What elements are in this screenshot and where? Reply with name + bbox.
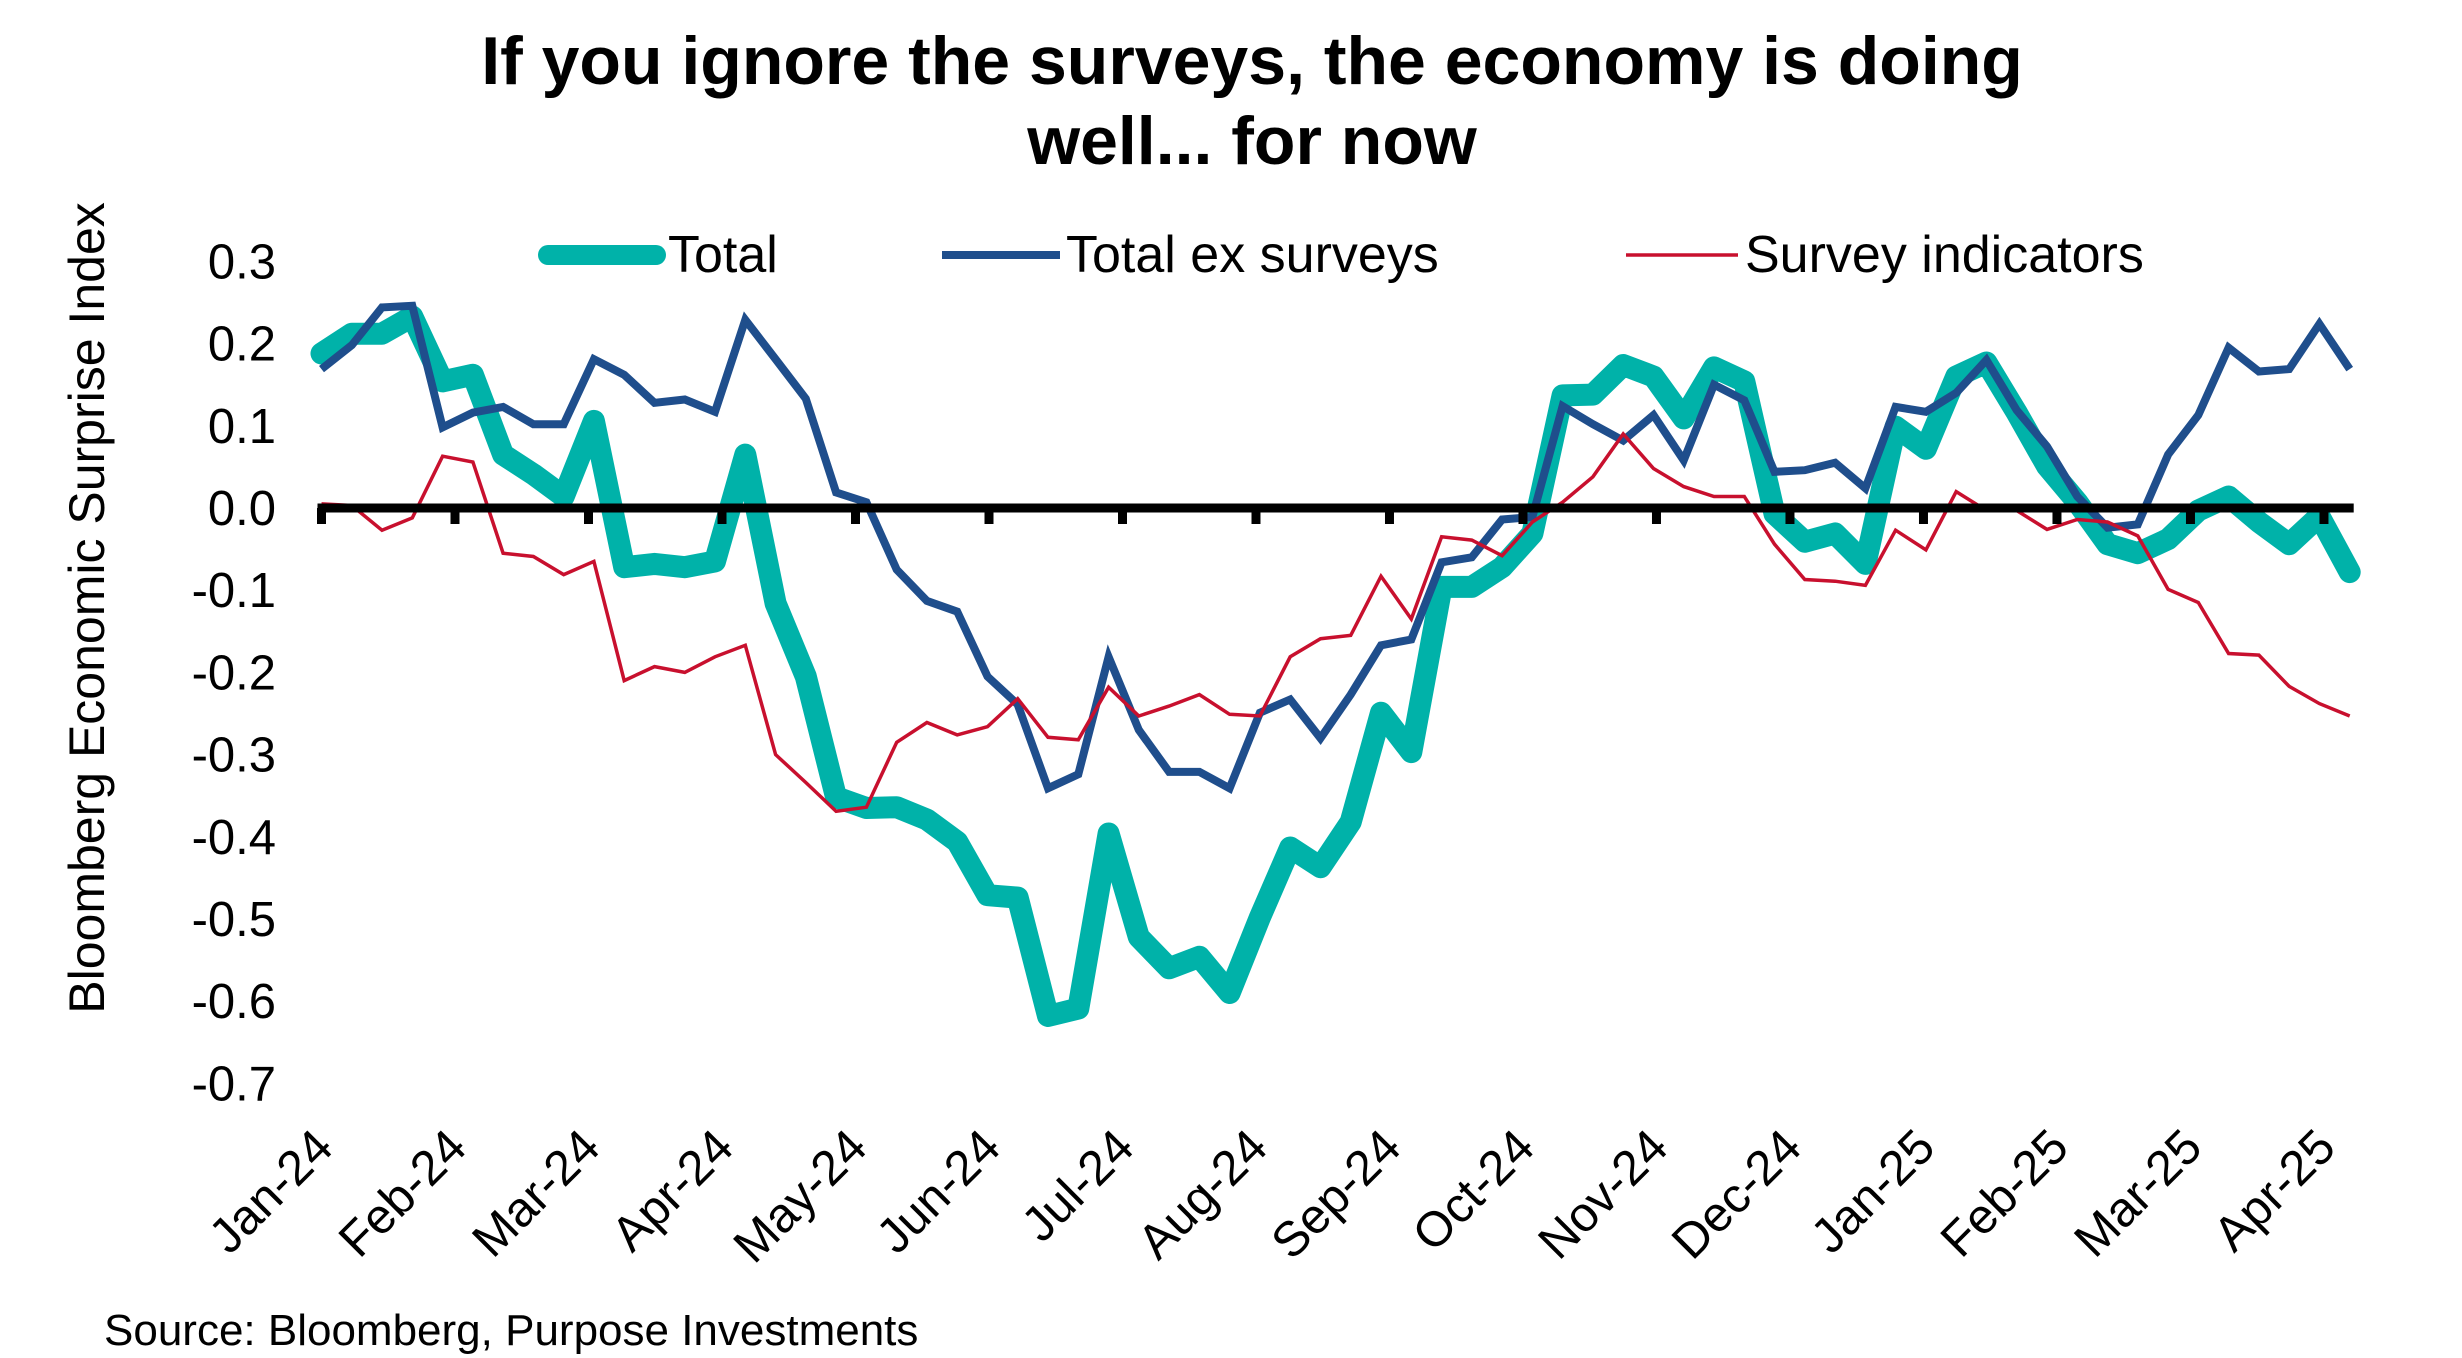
legend-label-total-ex-surveys: Total ex surveys: [1066, 226, 1439, 284]
series-lines: [310, 301, 2361, 1027]
x-tick-label: Sep-24: [1261, 1120, 1411, 1270]
y-tick-label: -0.2: [192, 646, 276, 700]
x-tick-label: Apr-25: [2204, 1120, 2346, 1262]
y-tick-label: 0.1: [208, 400, 276, 454]
y-tick-label: -0.5: [192, 893, 276, 947]
legend-label-total: Total: [668, 226, 778, 284]
x-tick-label: May-24: [724, 1120, 878, 1274]
x-tick-label: Aug-24: [1128, 1120, 1278, 1270]
x-tick-label: Jan-25: [1801, 1120, 1945, 1264]
x-tick-label: Feb-24: [329, 1120, 477, 1268]
x-tick-label: Apr-24: [602, 1120, 744, 1262]
y-tick-label: -0.1: [192, 564, 276, 618]
x-tick-label: Jan-24: [199, 1120, 343, 1264]
x-tick-label: Oct-24: [1403, 1120, 1545, 1262]
legend-label-survey-indicators: Survey indicators: [1745, 226, 2144, 284]
y-tick-label: -0.6: [192, 975, 276, 1029]
x-tick-label: Jul-24: [1012, 1120, 1145, 1253]
y-tick-label: 0.2: [208, 318, 276, 372]
series-line-total: [310, 305, 2361, 1027]
y-tick-label: -0.7: [192, 1057, 276, 1111]
y-axis-ticks: 0.3 0.2 0.1 0.0 -0.1 -0.2 -0.3 -0.4 -0.5 -0.6 -0.7: [192, 235, 276, 1111]
x-tick-label: Nov-24: [1528, 1120, 1678, 1270]
y-tick-label: 0.3: [208, 235, 276, 289]
legend: Total Total ex surveys Survey indicators: [538, 226, 2144, 284]
x-tick-label: Feb-25: [1931, 1120, 2079, 1268]
y-tick-label: -0.3: [192, 729, 276, 783]
y-tick-label: -0.4: [192, 811, 276, 865]
series-line-survey-indicators: [321, 431, 2351, 814]
source-note: Source: Bloomberg, Purpose Investments: [104, 1306, 918, 1355]
x-tick-label: Jun-24: [867, 1120, 1011, 1264]
series-line-total-ex-surveys: [319, 301, 2354, 794]
y-axis-title: Bloomberg Economic Surprise Index: [59, 202, 115, 1014]
y-tick-label: 0.0: [208, 482, 276, 536]
chart-title-line-1: If you ignore the surveys, the economy i…: [481, 23, 2023, 99]
x-tick-label: Mar-25: [2064, 1120, 2212, 1268]
x-tick-label: Dec-24: [1662, 1120, 1812, 1270]
chart-title-line-2: well... for now: [1026, 103, 1478, 179]
zero-axis: [317, 503, 2354, 524]
x-tick-label: Mar-24: [462, 1120, 610, 1268]
